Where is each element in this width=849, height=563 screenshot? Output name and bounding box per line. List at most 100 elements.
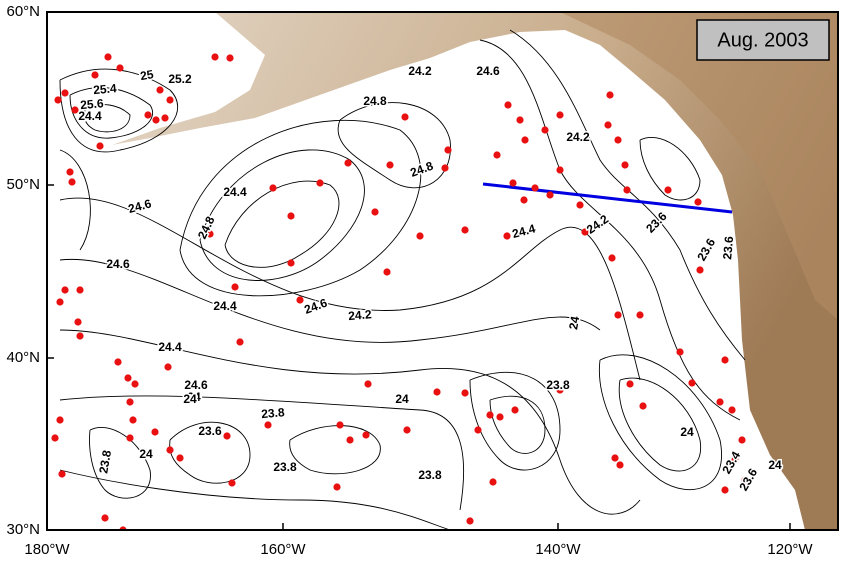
date-label: Aug. 2003 [717, 29, 808, 51]
date-box [696, 19, 830, 61]
float-dot [636, 311, 644, 319]
contour-label: 24 [566, 315, 582, 331]
float-dot [403, 426, 411, 434]
contour-label: 24 [139, 447, 153, 461]
float-dot [504, 101, 512, 109]
float-dot [474, 426, 482, 434]
contour-label: 24.2 [348, 307, 373, 323]
contour-label: 24 [680, 425, 694, 439]
lon-label: 140°W [535, 541, 581, 558]
float-dot [71, 106, 79, 114]
float-dot [696, 266, 704, 274]
float-dot [287, 259, 295, 267]
float-dot [346, 436, 354, 444]
float-dots [51, 53, 749, 530]
float-dot [364, 380, 372, 388]
float-dot [386, 161, 394, 169]
float-dot [503, 232, 511, 240]
float-dot [104, 53, 112, 61]
float-dot [66, 168, 74, 176]
float-dot [520, 196, 528, 204]
float-dot [556, 386, 564, 394]
float-dot [124, 374, 132, 382]
map-layers: 25 25.225.425.624.424.2 24.624.824.824.624… [51, 12, 838, 530]
float-dot [56, 298, 64, 306]
float-dot [606, 91, 614, 99]
float-dot [76, 286, 84, 294]
contour-label: 24.6 [184, 378, 208, 392]
float-dot [236, 338, 244, 346]
lon-label: 160°W [260, 541, 306, 558]
float-dot [521, 136, 529, 144]
contour-label: 24 [768, 458, 782, 472]
float-dot [433, 388, 441, 396]
land-highlands [560, 12, 838, 320]
float-dot [664, 186, 672, 194]
float-dot [316, 179, 324, 187]
float-dot [362, 431, 370, 439]
contour-label: 24.6 [106, 257, 130, 271]
axes: 60°N 50°N 40°N 30°N 180°W 160°W 140°W 120°W [6, 3, 813, 558]
lat-label: 30°N [6, 521, 40, 538]
float-dot [144, 111, 152, 119]
float-dot [516, 116, 524, 124]
lat-label: 40°N [6, 349, 40, 366]
contour-label: 23.6 [720, 235, 736, 260]
map-frame [46, 11, 839, 531]
float-dot [54, 96, 62, 104]
float-dot [126, 398, 134, 406]
float-dot [616, 461, 624, 469]
float-dot [416, 232, 424, 240]
float-dot [546, 191, 554, 199]
float-dot [694, 198, 702, 206]
contour-label: 24.6 [476, 64, 500, 78]
float-dot [623, 186, 631, 194]
float-dot [676, 348, 684, 356]
float-dot [444, 146, 452, 154]
float-dot [114, 358, 122, 366]
float-dot [333, 483, 341, 491]
float-dot [166, 446, 174, 454]
float-dot [371, 208, 379, 216]
float-dot [626, 380, 634, 388]
section-line [482, 182, 733, 214]
float-dot [721, 486, 729, 494]
float-dot [556, 111, 564, 119]
float-dot [344, 159, 352, 167]
float-dot [509, 179, 517, 187]
float-dot [466, 517, 474, 525]
float-dot [461, 226, 469, 234]
float-dot [58, 470, 66, 478]
float-dot [541, 126, 549, 134]
lon-label: 120°W [767, 541, 813, 558]
contour-label: 25.2 [168, 72, 192, 86]
float-dot [688, 379, 696, 387]
contour-label: 24.4 [158, 340, 182, 354]
contour-label: 24 [187, 390, 201, 404]
float-dot [228, 479, 236, 487]
contour-label: 24.8 [363, 94, 387, 108]
contour-label: 24.2 [566, 130, 590, 144]
float-dot [511, 406, 519, 414]
float-dot [336, 421, 344, 429]
float-dot [91, 71, 99, 79]
contour-label: 24.4 [223, 185, 247, 199]
float-dot [131, 380, 139, 388]
float-dot [621, 161, 629, 169]
float-dot [608, 254, 616, 262]
float-dot [489, 478, 497, 486]
float-dot [166, 96, 174, 104]
float-dot [441, 164, 449, 172]
float-dot [156, 86, 164, 94]
float-dot [496, 413, 504, 421]
contour-label: 23.6 [198, 424, 222, 438]
float-dot [461, 389, 469, 397]
contour-label: 24 [183, 392, 197, 406]
float-dot [486, 411, 494, 419]
float-dot [223, 432, 231, 440]
contour-label: 24.2 [408, 64, 432, 78]
contour-label: 25.4 [93, 81, 118, 97]
float-dot [614, 136, 622, 144]
float-dot [611, 454, 619, 462]
